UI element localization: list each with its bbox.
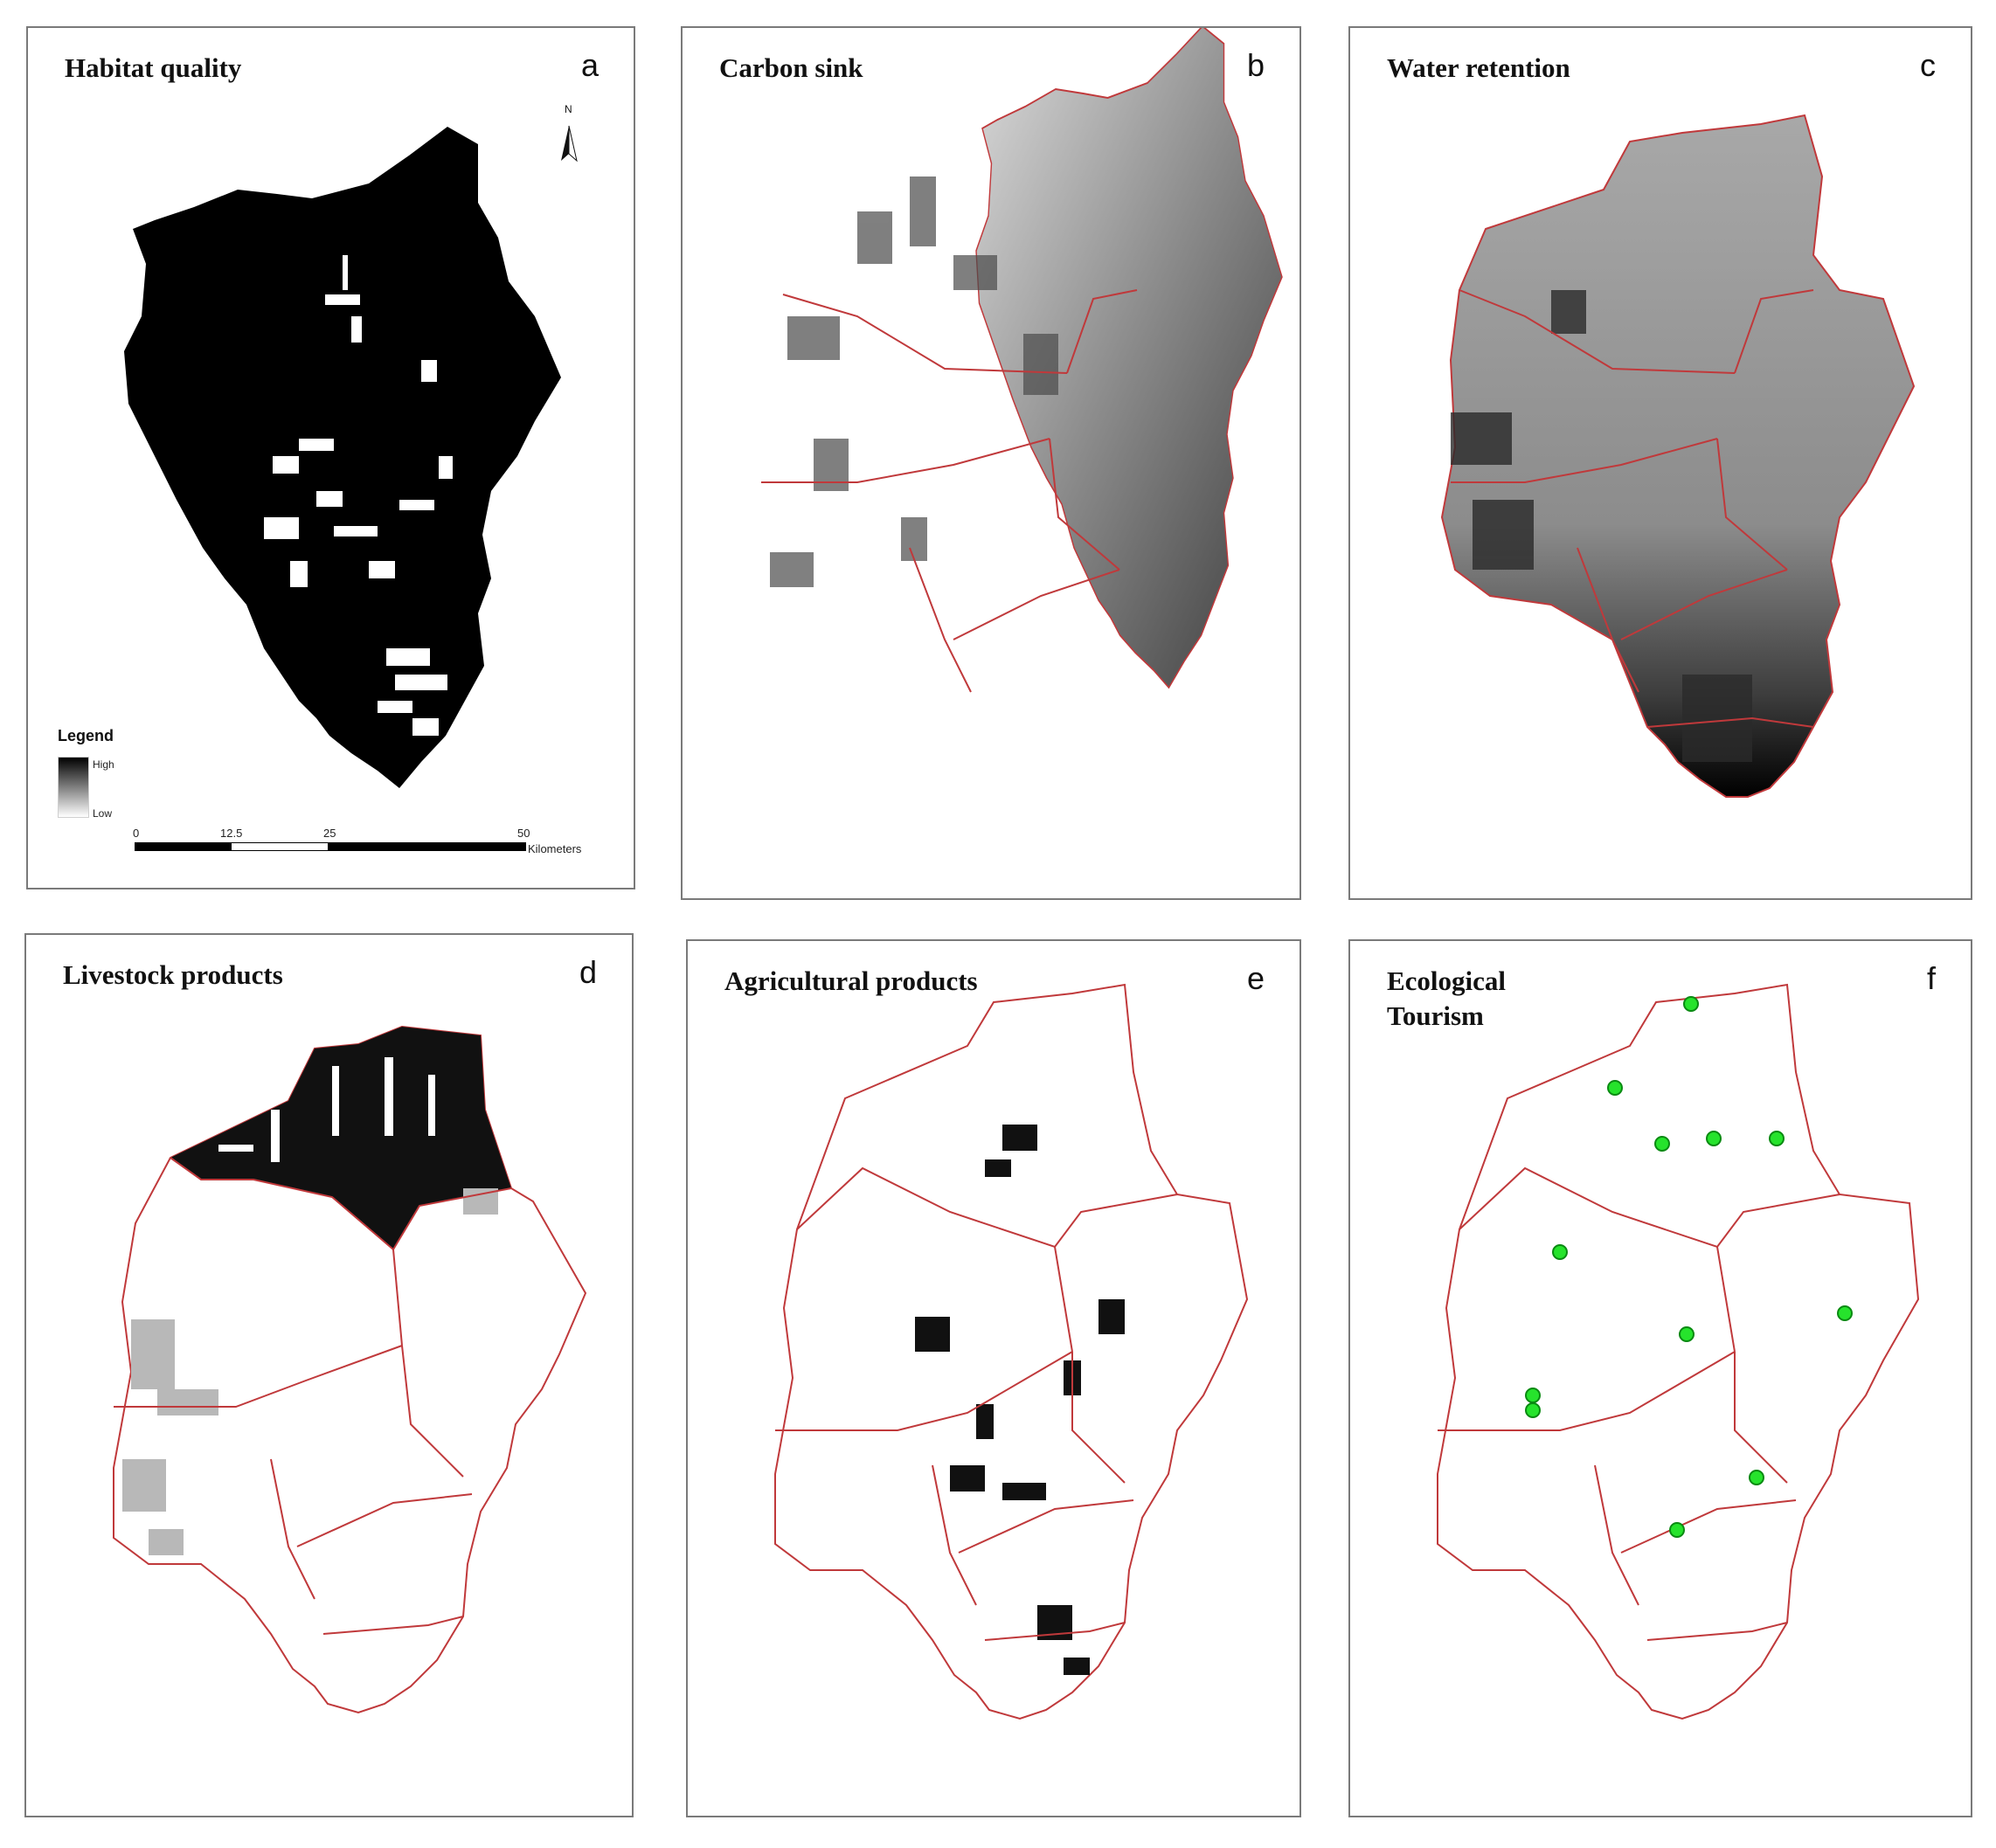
scale-segment-2 [232, 843, 328, 850]
map-livestock-products [113, 1025, 587, 1714]
panel-livestock-products: Livestock products d [24, 933, 634, 1817]
study-area-shape [975, 28, 1283, 689]
scale-unit: Kilometers [528, 842, 582, 855]
scale-segment-1 [135, 843, 232, 850]
panel-letter: f [1926, 960, 1936, 996]
map-habitat-quality [124, 127, 561, 788]
livestock-white-streaks [218, 1057, 435, 1162]
panel-title: Livestock products [63, 959, 283, 990]
tourism-point [1607, 1080, 1623, 1096]
tourism-point [1769, 1131, 1785, 1146]
north-label: N [565, 103, 572, 115]
panel-letter: d [579, 954, 597, 990]
panel-letter: b [1246, 47, 1265, 83]
panel-title: Habitat quality [65, 52, 242, 83]
tourism-point [1525, 1388, 1541, 1403]
habitat-low-patches [264, 255, 453, 736]
scale-tick-1: 12.5 [220, 827, 243, 840]
scale-tick-3: 50 [517, 827, 530, 840]
study-area-shape [774, 983, 1249, 1720]
district-boundaries [1438, 1166, 1840, 1641]
map-water-retention [1440, 114, 1916, 798]
district-boundaries [775, 1166, 1178, 1641]
livestock-high-zone [170, 1027, 511, 1249]
tourism-point [1669, 1522, 1685, 1538]
district-boundaries [1451, 289, 1814, 728]
panel-water-retention: Water retention c [1348, 26, 1972, 900]
tourism-point [1654, 1136, 1670, 1152]
livestock-gray-zones [122, 1188, 498, 1555]
map-ecological-tourism [1437, 983, 1920, 1720]
panel-ecological-tourism: Ecological Tourism f [1348, 939, 1972, 1817]
scale-bar [135, 842, 526, 851]
tourism-point [1679, 1326, 1695, 1342]
legend-low-label: Low [93, 807, 113, 820]
tourism-points [1525, 996, 1853, 1538]
panel-agricultural-products: Agricultural products e [686, 939, 1301, 1817]
legend-color-ramp [58, 757, 89, 818]
panel-title: Carbon sink [719, 52, 863, 83]
panel-title: Water retention [1387, 52, 1570, 83]
legend-high-label: High [93, 758, 114, 771]
study-area-shape [124, 127, 561, 788]
district-boundaries [761, 289, 1138, 693]
carbon-texture [770, 176, 1058, 587]
scale-tick-2: 25 [323, 827, 336, 840]
map-agricultural-products [774, 983, 1249, 1720]
map-carbon-sink [761, 28, 1283, 693]
panel-title: Agricultural products [724, 966, 978, 996]
panel-carbon-sink: Carbon sink b [681, 26, 1301, 900]
tourism-point [1706, 1131, 1722, 1146]
tourism-point [1683, 996, 1699, 1012]
tourism-point [1525, 1402, 1541, 1418]
scale-tick-0: 0 [133, 827, 140, 840]
panel-letter: c [1920, 47, 1936, 83]
panel-letter: a [580, 47, 599, 83]
panel-habitat-quality: Habitat quality a [26, 26, 635, 889]
legend-title: Legend [58, 727, 114, 744]
scale-segment-3 [328, 843, 525, 850]
panel-title: Ecological Tourism [1387, 966, 1507, 1031]
water-dark-zones [1451, 290, 1752, 762]
panel-letter: e [1246, 960, 1265, 996]
study-area-shape [1437, 983, 1920, 1720]
tourism-point [1749, 1470, 1764, 1485]
tourism-point [1552, 1244, 1568, 1260]
tourism-point [1837, 1305, 1853, 1321]
district-boundaries [114, 1157, 512, 1635]
study-area-shape [1440, 114, 1916, 798]
north-arrow-icon [556, 115, 582, 168]
